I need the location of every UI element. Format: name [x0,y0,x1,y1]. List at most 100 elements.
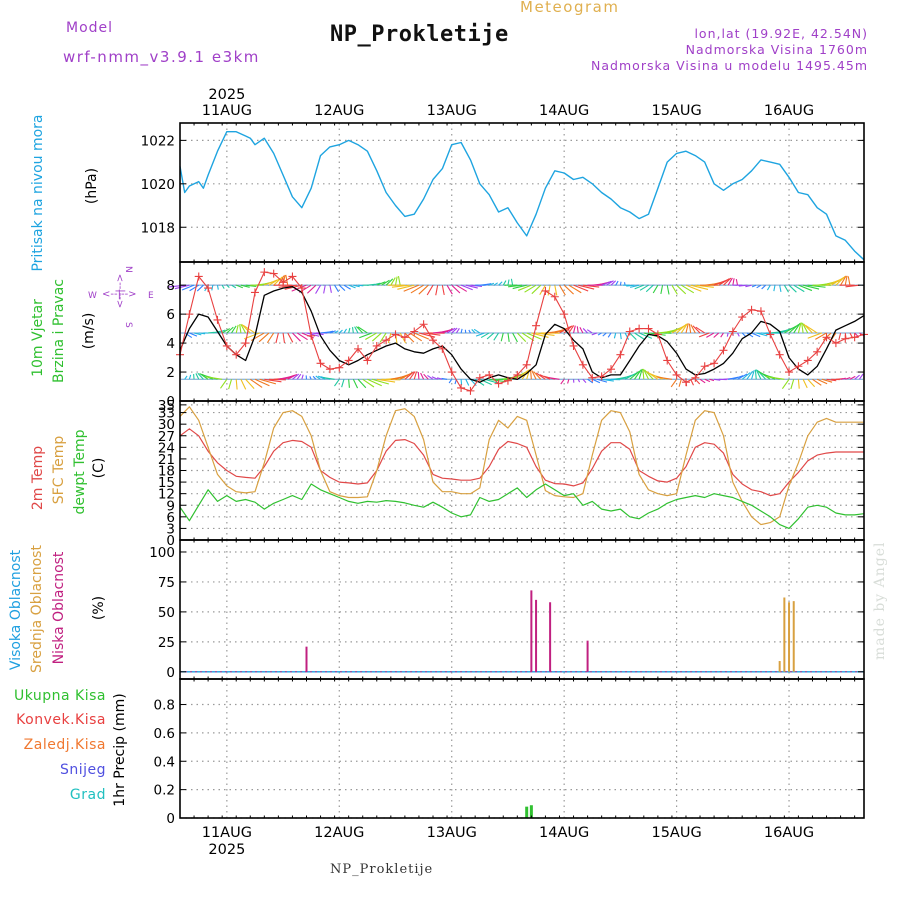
wind-gust-marker [560,310,569,319]
wind-barb [619,281,622,286]
y-tick-label: 27 [158,429,175,445]
wind-barb [688,323,692,334]
wind-barb [323,285,326,294]
wind-barb [338,284,346,291]
wind-barb [341,379,345,388]
panel-frame [179,678,865,819]
wind-barb [188,374,192,380]
y-tick-label: 3 [166,521,175,537]
wind-barb [278,284,298,288]
page-title: NP_Prokletije [330,22,509,47]
wind-barb [435,285,439,296]
wind-barb [660,285,664,295]
wind-barb [507,279,510,286]
x-tick-label-top: 14AUG [539,103,589,119]
wind-gust-marker [485,370,494,379]
wind-barb [231,284,237,289]
wind-barb [475,332,485,337]
wind-barb [489,378,506,383]
wind-barb [597,332,602,336]
wind-barb [735,278,739,286]
wind-barb [784,325,798,334]
wind-barb [638,332,653,339]
wind-barb [619,332,622,340]
precip-legend-item: Konvek.Kisa [16,712,106,728]
wind-barb [807,378,816,388]
wind-barb [195,373,200,380]
wind-gust-marker [607,365,616,374]
wind-barb [695,284,714,288]
wind-gust-marker [279,278,288,287]
wind-barb [371,332,382,342]
wind-barb [486,332,495,340]
wind-barb [258,332,270,343]
wind-barb [531,370,537,380]
wind-gust-marker [635,324,644,333]
wind-barb [259,378,277,385]
wind-gust-marker [710,359,719,368]
y-tick-label: 33 [158,406,175,422]
wind-barb [221,284,225,289]
wind-gust-marker [672,370,681,379]
wind-gust-marker [775,350,784,359]
wind-gust-marker [494,379,503,388]
wind-barb [174,284,190,290]
wind-gust-marker [578,360,587,369]
wind-barb [460,284,473,291]
wind-barb [644,369,654,380]
wind-barb [539,284,546,296]
wind-barb [643,368,649,380]
wind-barb [205,376,223,380]
compass-west: W [88,291,97,301]
wind-gust-marker [185,310,194,319]
cloud-mid-axis-label: Srednja Oblacnost [29,545,45,673]
wind-barb [737,373,748,380]
wind-barb [236,284,243,289]
wind-barb [417,372,420,380]
wind-barb [766,376,785,380]
wind-barb [403,284,420,292]
wind-barb [642,368,645,380]
y-tick-label: 0 [166,394,175,410]
wind-barb [533,371,542,380]
wind-barb [521,332,535,342]
wind-barb [512,332,518,343]
wind-barb [409,371,416,380]
wind-barb [822,332,832,341]
wind-barb [779,285,782,292]
wind-barb [470,284,483,288]
wind-barb [354,326,359,334]
wind-barb [726,332,729,337]
wind-barb [840,275,847,286]
wind-barb [489,282,495,286]
y-tick-label: 6 [166,307,175,323]
wind-speed-line [179,285,865,383]
wind-gust-marker [756,307,765,316]
compass-arrows-vertical: <--|--> [115,274,126,309]
precip-axis-label: 1hr Precip (mm) [112,693,128,806]
wind-barb [282,374,296,380]
y-tick-label: 0.2 [154,783,175,799]
wind-gust-marker [363,356,372,365]
wind-barb [404,371,415,380]
wind-barb [379,332,387,343]
wind-barb [847,276,851,286]
wind-barb [680,323,688,334]
wind-gust-marker [625,327,634,336]
wind-barb [639,284,649,291]
wind-barb [573,284,589,292]
y-tick-label: 24 [158,440,175,456]
wind-barb [460,328,463,334]
precip-bar [529,805,533,818]
y-tick-label: 50 [158,605,175,621]
wind-barb [572,325,576,334]
wind-gust-marker [841,334,850,343]
wind-barb [228,379,233,390]
wind-barb [606,280,614,286]
wind-gust-marker [831,339,840,348]
wind-barb [835,276,846,286]
wind-barb [745,284,752,288]
wind-barb [670,378,678,388]
wind-barb [317,375,326,380]
wind-barb [196,284,204,292]
